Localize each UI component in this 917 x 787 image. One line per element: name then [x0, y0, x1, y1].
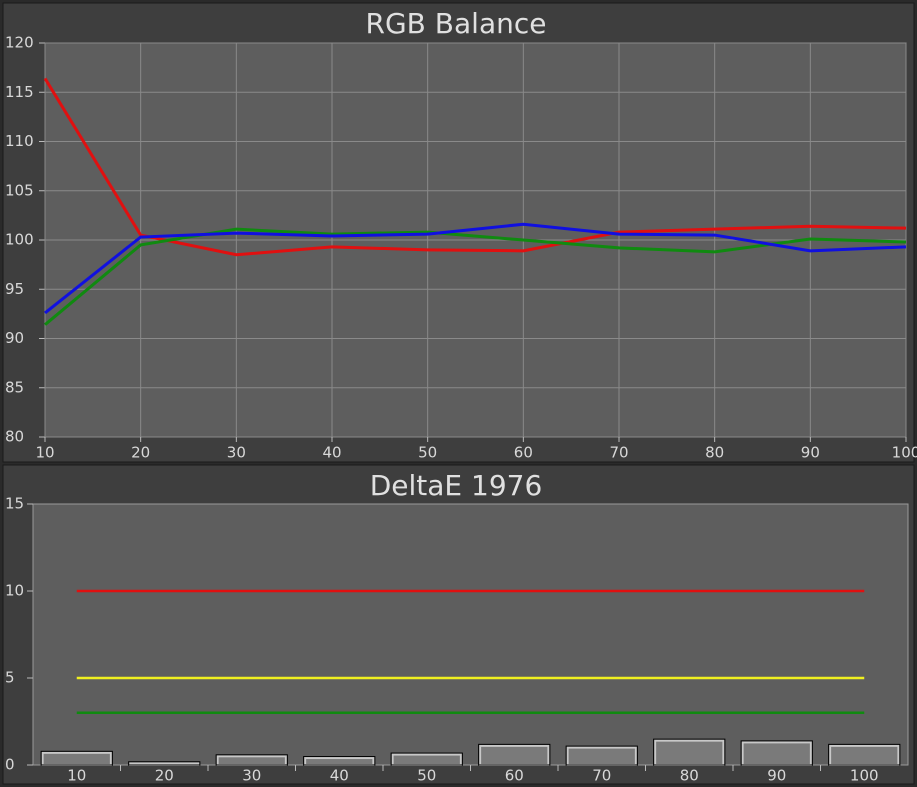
bar: [216, 755, 287, 766]
bar-outline: [478, 743, 551, 766]
bar: [304, 757, 375, 766]
y-tick-label: 90: [5, 329, 24, 347]
x-tick-label: 100: [892, 444, 917, 462]
bar-outline: [303, 756, 376, 766]
x-tick-label: 80: [705, 444, 724, 462]
y-tick-label: 80: [5, 428, 24, 446]
y-tick-label: 110: [5, 132, 34, 150]
x-tick-label: 70: [609, 444, 628, 462]
y-tick-label: 10: [5, 582, 24, 600]
x-tick-label: 50: [418, 444, 437, 462]
x-tick-label: 80: [680, 767, 699, 785]
chart-title: DeltaE 1976: [370, 469, 543, 502]
x-tick-label: 90: [767, 767, 786, 785]
x-tick-label: 30: [242, 767, 261, 785]
bar: [654, 739, 725, 767]
x-tick-label: 10: [67, 767, 86, 785]
bar-outline: [740, 740, 813, 766]
bar: [479, 744, 550, 766]
x-tick-label: 20: [155, 767, 174, 785]
bar-outline: [565, 745, 638, 766]
chart-title: RGB Balance: [366, 7, 547, 40]
data-line: [43, 77, 907, 257]
y-tick-label: 105: [5, 181, 34, 199]
y-tick-label: 85: [5, 378, 24, 396]
bar-outline: [653, 738, 726, 766]
y-tick-label: 0: [5, 756, 15, 774]
y-tick-label: 115: [5, 83, 34, 101]
bar: [566, 746, 637, 766]
x-tick-label: 60: [505, 767, 524, 785]
y-tick-label: 95: [5, 280, 24, 298]
x-tick-label: 60: [514, 444, 533, 462]
bar: [391, 753, 462, 766]
bar-outline: [390, 752, 463, 766]
x-tick-label: 30: [227, 444, 246, 462]
plot-area: [32, 503, 909, 766]
data-line: [44, 222, 907, 315]
x-tick-label: 70: [592, 767, 611, 785]
bar-outline: [40, 750, 113, 766]
bar-outline: [828, 743, 901, 766]
y-tick-label: 100: [5, 231, 34, 249]
x-tick-label: 10: [35, 444, 54, 462]
x-tick-label: 100: [850, 767, 879, 785]
x-tick-label: 90: [801, 444, 820, 462]
x-tick-label: 50: [417, 767, 436, 785]
bar-outline: [128, 761, 201, 766]
y-tick-label: 120: [5, 34, 34, 52]
y-tick-label: 5: [5, 669, 15, 687]
x-tick-label: 40: [330, 767, 349, 785]
data-line: [44, 227, 907, 326]
x-tick-label: 20: [131, 444, 150, 462]
bar: [741, 741, 812, 767]
y-tick-label: 15: [5, 495, 24, 513]
x-tick-label: 40: [322, 444, 341, 462]
bar: [41, 751, 112, 767]
bar: [829, 744, 900, 766]
bar-outline: [215, 754, 288, 766]
